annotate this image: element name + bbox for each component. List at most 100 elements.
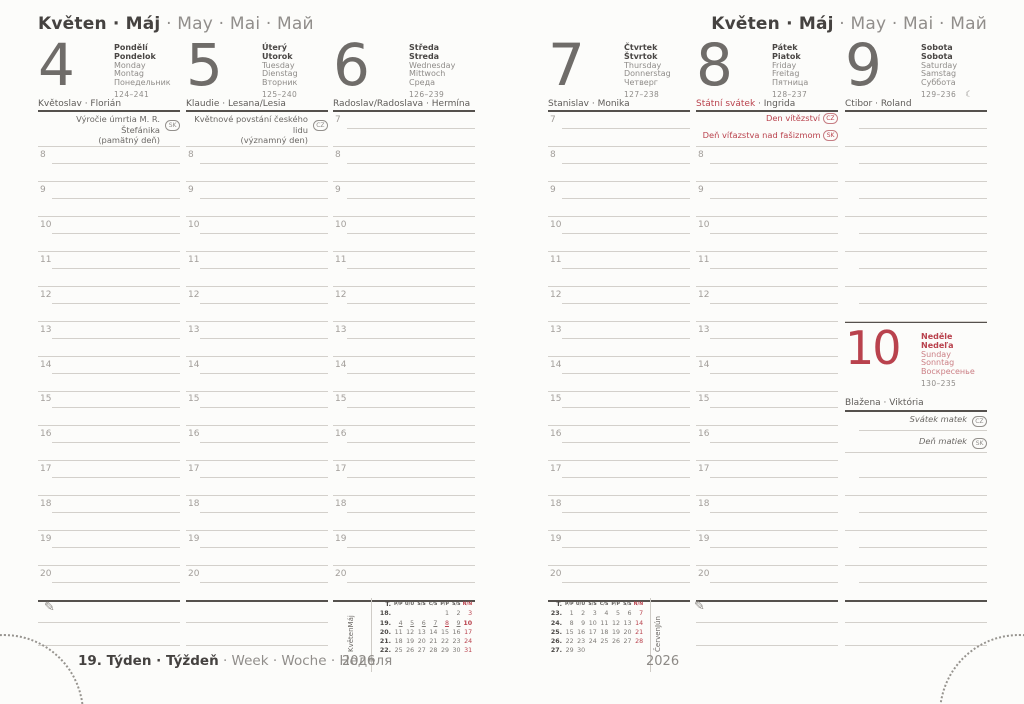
ruled-line bbox=[845, 645, 987, 646]
day-name-local: Streda bbox=[409, 51, 440, 61]
calendar-day-cell: 24 bbox=[464, 638, 473, 646]
day-name-intl: Montag bbox=[114, 69, 144, 79]
calendar-day-cell: 3 bbox=[592, 610, 597, 618]
calendar-divider bbox=[371, 598, 372, 672]
hour-label: 16 bbox=[550, 429, 562, 440]
calendar-week-row: 25. 15 16 17 18 19 20 21 bbox=[548, 628, 643, 637]
calendar-day-cell: 3 bbox=[468, 610, 473, 618]
nameday-row: Květoslav · Florián bbox=[38, 99, 180, 109]
calendar-header-cell: T. bbox=[385, 601, 391, 608]
ruled-line bbox=[333, 146, 475, 147]
hour-label: 19 bbox=[550, 534, 562, 545]
day-name-intl: Среда bbox=[409, 78, 436, 88]
day-number: 7 bbox=[548, 31, 585, 99]
ruled-line bbox=[696, 530, 838, 532]
ruled-line bbox=[548, 425, 690, 427]
ruled-line bbox=[859, 302, 987, 304]
ruled-line bbox=[859, 547, 987, 549]
day-name-local: Piatok bbox=[772, 51, 801, 61]
ruled-line bbox=[333, 460, 475, 462]
calendar-divider bbox=[650, 598, 651, 672]
day-name-intl: Sunday bbox=[921, 349, 951, 359]
ruled-line bbox=[562, 337, 690, 339]
ruled-line bbox=[333, 285, 475, 287]
ruled-line bbox=[52, 337, 180, 339]
holiday-note-red: Den vítězství CZ bbox=[696, 113, 838, 124]
ruled-line bbox=[347, 302, 475, 304]
ruled-line bbox=[548, 530, 690, 532]
ruled-line bbox=[548, 215, 690, 217]
ruled-line bbox=[186, 250, 328, 252]
ruled-line bbox=[845, 565, 987, 567]
day-name-local: Sobota bbox=[921, 43, 953, 52]
ruled-line bbox=[186, 622, 328, 623]
ruled-line bbox=[845, 495, 987, 497]
calendar-week-row: 18. 1 2 3 bbox=[377, 609, 472, 618]
ruled-line bbox=[710, 442, 838, 444]
calendar-day-cell: 19 bbox=[406, 638, 415, 646]
calendar-header-cell: Ú/U bbox=[404, 602, 415, 607]
ruled-line bbox=[859, 197, 987, 199]
calendar-month-label-text: Máj bbox=[347, 615, 355, 628]
calendar-day-cell: 18 bbox=[600, 628, 609, 636]
day-name-intl: Четверг bbox=[624, 78, 658, 88]
calendar-day-cell: 25 bbox=[600, 638, 609, 646]
ruled-line bbox=[696, 460, 838, 462]
ruled-line bbox=[696, 425, 838, 427]
pencil-icon: ✎ bbox=[694, 599, 705, 614]
calendar-day-cell: 11 bbox=[394, 628, 403, 636]
ruled-line bbox=[200, 442, 328, 444]
hour-label: 11 bbox=[698, 254, 710, 265]
ruled-line bbox=[347, 267, 475, 269]
ruled-line bbox=[548, 250, 690, 252]
calendar-day-cell: 29 bbox=[440, 647, 449, 655]
day-name-intl: Mittwoch bbox=[409, 69, 446, 79]
day-name-local: Pondelok bbox=[114, 51, 156, 61]
calendar-day-cell: 21 bbox=[635, 628, 644, 636]
calendar-day-cell: 5 bbox=[410, 619, 415, 627]
calendar-month-label: KvětenMáj bbox=[347, 600, 356, 652]
calendar-day-cell: 10 bbox=[463, 619, 473, 627]
calendar-day-cell: 14 bbox=[429, 628, 438, 636]
calendar-day-cell: 4 bbox=[398, 619, 403, 627]
calendar-day-cell bbox=[391, 609, 403, 618]
day-of-year: 128–237 bbox=[772, 89, 808, 99]
calendar-day-cell: 6 bbox=[627, 610, 632, 618]
ruled-line bbox=[52, 442, 180, 444]
nameday-text: Státní svátek bbox=[696, 99, 756, 109]
calendar-day-cell: 22 bbox=[440, 638, 449, 646]
calendar-day-cell: 20 bbox=[623, 628, 632, 636]
calendar-month-label: ČervenJún bbox=[654, 600, 663, 652]
day-column-9: 9 Sobota Sobota Saturday Samstag Суббота 129–2… bbox=[845, 35, 987, 654]
calendar-day-cell: 15 bbox=[565, 628, 574, 636]
day-names: Úterý Utorok Tuesday Dienstag Вторник 125–240 bbox=[262, 43, 298, 99]
ruled-line bbox=[548, 285, 690, 287]
day-name-intl: Понедельник bbox=[114, 78, 171, 88]
ruled-line bbox=[562, 442, 690, 444]
calendar-day-cell: 17 bbox=[588, 628, 597, 636]
day-number: 10 bbox=[845, 321, 902, 375]
ruled-line bbox=[186, 645, 328, 646]
ruled-line bbox=[562, 407, 690, 409]
ruled-line bbox=[52, 197, 180, 199]
ruled-line bbox=[548, 146, 690, 147]
day-names: Pátek Piatok Friday Freitag Пятница 128–237 bbox=[772, 43, 808, 99]
ruled-line bbox=[548, 565, 690, 567]
calendar-day-cell bbox=[608, 646, 620, 655]
ruled-line bbox=[710, 267, 838, 269]
ruled-line bbox=[548, 180, 690, 182]
ruled-line bbox=[38, 460, 180, 462]
ruled-line bbox=[52, 407, 180, 409]
separator-rule bbox=[186, 110, 328, 112]
ruled-line bbox=[52, 302, 180, 304]
calendar-week-row: 24. 8 9 10 11 12 13 14 bbox=[548, 619, 643, 628]
hour-label: 17 bbox=[335, 464, 347, 475]
ruled-line bbox=[200, 197, 328, 199]
week-footer: 19. Týden · Týždeň · Week · Woche · Неде… bbox=[78, 653, 392, 669]
separator-rule bbox=[38, 600, 180, 602]
day-column-6: 6 Středa Streda Wednesday Mittwoch Среда 126–2… bbox=[333, 35, 475, 672]
ruled-line bbox=[696, 645, 838, 646]
ruled-line bbox=[186, 425, 328, 427]
day-of-year: 124–241 bbox=[114, 89, 150, 99]
